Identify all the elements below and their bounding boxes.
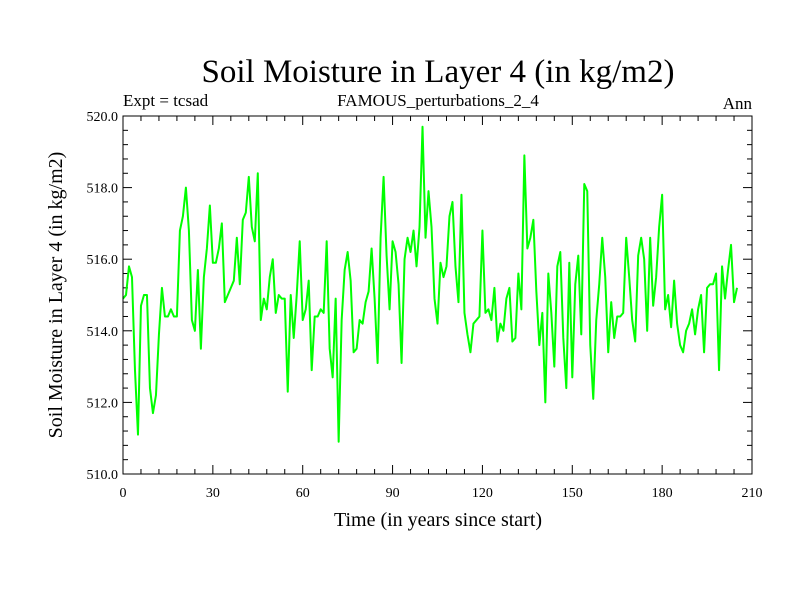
y-tick-label: 514.0 — [87, 325, 119, 340]
x-tick-label: 120 — [472, 486, 493, 501]
x-tick-label: 30 — [206, 486, 220, 501]
x-tick-label: 90 — [386, 486, 400, 501]
tick-labels: 0 30 60 90 120 150 180 210 510.0 512.0 514.0 516.0 5… — [87, 110, 763, 501]
y-tick-label: 512.0 — [87, 396, 119, 411]
y-tick-label: 518.0 — [87, 182, 119, 197]
subtitle-left: Expt = tcsad — [123, 91, 209, 110]
y-axis-title: Soil Moisture in Layer 4 (in kg/m2) — [45, 152, 67, 439]
plot-frame — [122, 115, 753, 475]
y-tick-label: 520.0 — [87, 110, 119, 125]
chart-title: Soil Moisture in Layer 4 (in kg/m2) — [202, 54, 675, 90]
x-tick-label: 60 — [296, 486, 310, 501]
x-tick-label: 180 — [652, 486, 673, 501]
series-layer — [122, 125, 738, 443]
x-tick-label: 210 — [742, 486, 763, 501]
y-tick-label: 516.0 — [87, 253, 119, 268]
axis-ticks — [122, 115, 753, 475]
x-tick-label: 0 — [120, 486, 127, 501]
subtitle-center: FAMOUS_perturbations_2_4 — [337, 91, 539, 110]
series-line — [122, 125, 738, 443]
x-axis-title: Time (in years since start) — [334, 509, 542, 531]
y-tick-label: 510.0 — [87, 468, 119, 483]
subtitle-right: Ann — [723, 94, 753, 113]
x-tick-label: 150 — [562, 486, 583, 501]
